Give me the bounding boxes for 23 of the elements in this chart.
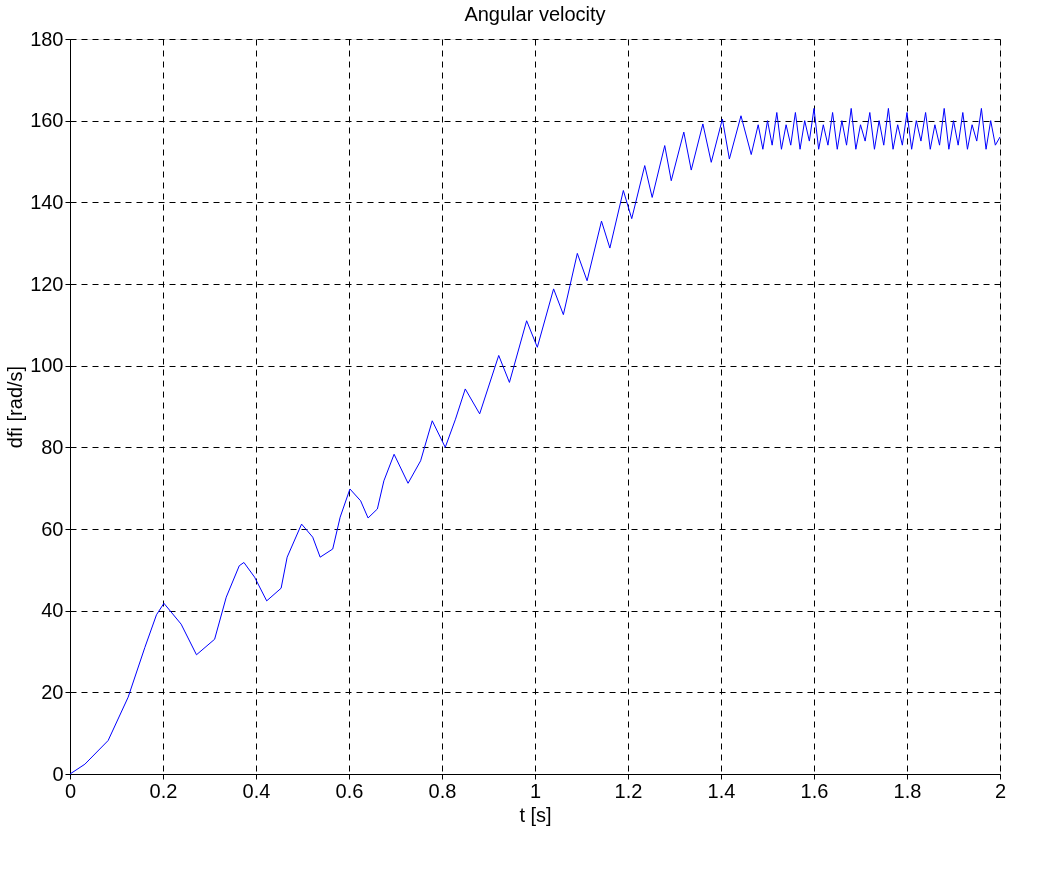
x-tick-label: 0.8 <box>428 779 457 802</box>
y-tick-label: 180 <box>30 27 64 50</box>
y-tick-label: 0 <box>52 762 64 785</box>
y-tick-label: 80 <box>41 435 64 458</box>
y-tick-label: 140 <box>30 190 64 213</box>
y-tick-label: 20 <box>41 680 64 703</box>
y-tick-label: 100 <box>30 354 64 377</box>
x-tick-label: 1.2 <box>614 779 643 802</box>
x-tick-label: 1.6 <box>800 779 829 802</box>
y-tick-label: 60 <box>41 517 64 540</box>
y-tick-label: 120 <box>30 272 64 295</box>
y-tick-label: 40 <box>41 599 64 622</box>
x-tick-label: 1.4 <box>707 779 736 802</box>
x-axis-title: t [s] <box>519 803 552 826</box>
chart-title: Angular velocity <box>464 3 606 25</box>
x-tick-label: 0.4 <box>242 779 271 802</box>
x-tick-label: 0.6 <box>335 779 364 802</box>
y-tick-label: 160 <box>30 109 64 132</box>
x-tick-label: 1.8 <box>893 779 922 802</box>
x-tick-label: 0.2 <box>149 779 178 802</box>
x-tick-label: 2 <box>994 779 1007 802</box>
y-axis-title: dfi [rad/s] <box>4 365 27 449</box>
x-tick-label: 1 <box>529 779 542 802</box>
